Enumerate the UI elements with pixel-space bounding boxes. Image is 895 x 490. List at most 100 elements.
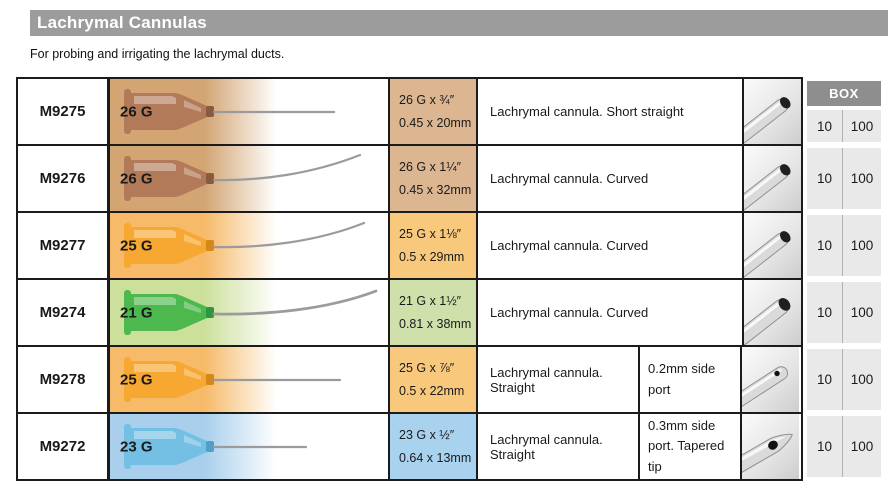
box-qty-10: 10 [807, 148, 843, 209]
description: Lachrymal cannula. Curved [490, 305, 649, 320]
gauge-label: 25 G [120, 237, 153, 254]
spec-imperial: 21 G x 1½″ [399, 294, 462, 308]
cannula-image-cell: 25 G [110, 347, 390, 412]
cannula-image-cell: 21 G [110, 280, 390, 345]
description-cell: Lachrymal cannula. Short straight [478, 79, 744, 144]
description-cell: Lachrymal cannula. Curved [478, 146, 744, 211]
table-row: M9274 21 G 21 G x 1½″ 0.81 x 3 [18, 280, 801, 347]
box-column: BOX 10 100 10 100 10 100 10 100 10 100 [807, 77, 881, 483]
tip-image-cell [744, 280, 801, 345]
spec-cell: 23 G x ½″ 0.64 x 13mm [390, 414, 478, 479]
cannula-illustration [124, 424, 308, 469]
cannula-illustration [124, 289, 378, 335]
box-qty-10: 10 [807, 110, 843, 142]
box-qty-10: 10 [807, 416, 843, 477]
spec-cell: 21 G x 1½″ 0.81 x 38mm [390, 280, 478, 345]
table-row: M9275 26 G 26 G x ¾″ 0.45 x 20 [18, 79, 801, 146]
description-cell: Lachrymal cannula. Straight [478, 414, 640, 479]
ref-code: M9272 [39, 438, 86, 455]
box-qty-100: 100 [850, 118, 874, 134]
table-row: M9272 23 G 23 G x ½″ 0.64 x 13 [18, 414, 801, 479]
gauge-label: 26 G [120, 170, 153, 187]
box-qty-row: 10 100 [807, 110, 881, 142]
spec-imperial: 23 G x ½″ [399, 428, 455, 442]
ref-code: M9274 [39, 304, 86, 321]
box-qty-100: 100 [850, 238, 874, 253]
spec-metric: 0.64 x 13mm [399, 451, 472, 465]
box-qty-10: 10 [807, 349, 843, 410]
ref-code: M9277 [39, 237, 86, 254]
spec-imperial: 26 G x ¾″ [399, 93, 455, 107]
ref-code: M9278 [39, 371, 86, 388]
ref-cell: M9278 [18, 347, 110, 412]
ref-cell: M9274 [18, 280, 110, 345]
gauge-label: 26 G [120, 103, 153, 120]
description-cell: Lachrymal cannula. Curved [478, 280, 744, 345]
box-qty-10: 10 [807, 215, 843, 276]
page-title-bar: Lachrymal Cannulas [30, 10, 888, 36]
spec-metric: 0.45 x 32mm [399, 183, 472, 197]
open-tip-image [744, 231, 791, 278]
box-qty-100: 100 [850, 171, 874, 186]
box-qty-row: 10 100 [807, 416, 881, 477]
gauge-label: 25 G [120, 371, 153, 388]
table-row: M9277 25 G 25 G x 1⅛″ 0.5 x 29 [18, 213, 801, 280]
feature-note-cell: 0.3mm side port. Tapered tip [640, 414, 742, 479]
description: Lachrymal cannula. Straight [490, 431, 603, 462]
ref-code: M9276 [39, 170, 86, 187]
ref-cell: M9276 [18, 146, 110, 211]
box-qty-100: 100 [850, 372, 874, 387]
description-cell: Lachrymal cannula. Curved [478, 213, 744, 278]
table-row: M9276 26 G 26 G x 1¼″ 0.45 x 3 [18, 146, 801, 213]
tapered-tip-image [742, 433, 793, 477]
feature-note-cell: 0.2mm side port [640, 347, 742, 412]
box-qty-row: 10 100 [807, 282, 881, 343]
gauge-label: 23 G [120, 438, 153, 455]
tip-image-cell [744, 79, 801, 144]
spec-cell: 25 G x 1⅛″ 0.5 x 29mm [390, 213, 478, 278]
side-port-tip-image [742, 366, 789, 409]
box-qty-row: 10 100 [807, 349, 881, 410]
tip-image-cell [744, 146, 801, 211]
feature-note: 0.2mm side port [648, 361, 716, 397]
description: Lachrymal cannula. Short straight [490, 104, 684, 119]
spec-imperial: 25 G x 1⅛″ [399, 227, 462, 241]
ref-cell: M9272 [18, 414, 110, 479]
spec-cell: 25 G x ⅞″ 0.5 x 22mm [390, 347, 478, 412]
tip-image-cell [742, 414, 799, 479]
box-qty-10: 10 [807, 282, 843, 343]
description-cell: Lachrymal cannula. Straight [478, 347, 640, 412]
feature-note: 0.3mm side port. Tapered tip [648, 418, 725, 474]
tip-image-cell [742, 347, 799, 412]
cannula-image-cell: 26 G [110, 146, 390, 211]
box-qty-100: 100 [850, 439, 874, 454]
cannula-illustration [124, 221, 366, 268]
cannula-image-cell: 23 G [110, 414, 390, 479]
gauge-label: 21 G [120, 304, 153, 321]
open-tip-image [744, 164, 791, 211]
page-title: Lachrymal Cannulas [37, 13, 207, 32]
cannula-illustration [124, 89, 336, 134]
ref-cell: M9277 [18, 213, 110, 278]
description: Lachrymal cannula. Straight [490, 364, 603, 395]
cannula-image-cell: 26 G [110, 79, 390, 144]
spec-metric: 0.5 x 29mm [399, 250, 465, 264]
tip-image-cell [744, 213, 801, 278]
box-qty-row: 10 100 [807, 148, 881, 209]
spec-imperial: 26 G x 1¼″ [399, 160, 462, 174]
ref-cell: M9275 [18, 79, 110, 144]
page-subtitle: For probing and irrigating the lachrymal… [30, 47, 285, 61]
spec-metric: 0.45 x 20mm [399, 116, 472, 130]
spec-metric: 0.81 x 38mm [399, 317, 472, 331]
box-qty-row: 10 100 [807, 215, 881, 276]
description: Lachrymal cannula. Curved [490, 171, 649, 186]
spec-cell: 26 G x ¾″ 0.45 x 20mm [390, 79, 478, 144]
cannula-illustration [124, 357, 342, 402]
open-tip-image [744, 97, 791, 144]
ref-code: M9275 [39, 103, 86, 120]
spec-imperial: 25 G x ⅞″ [399, 361, 455, 375]
spec-cell: 26 G x 1¼″ 0.45 x 32mm [390, 146, 478, 211]
product-table: M9275 26 G 26 G x ¾″ 0.45 x 20 [16, 77, 803, 481]
cannula-illustration [124, 153, 362, 201]
